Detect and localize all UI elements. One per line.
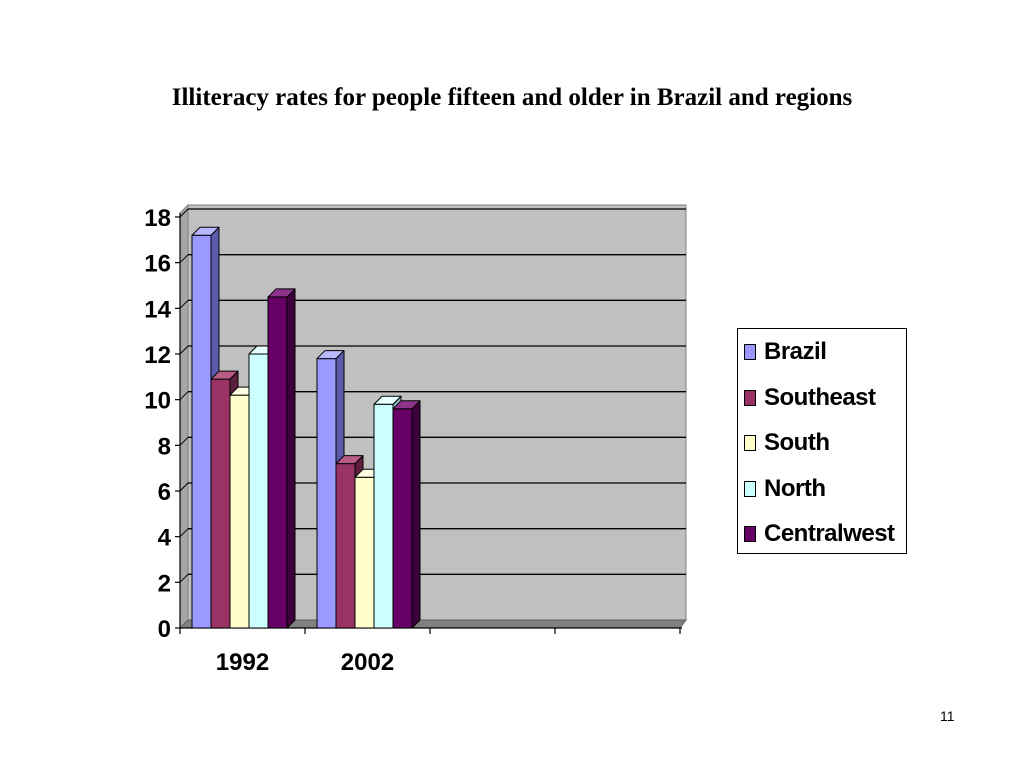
bar-face	[229, 394, 250, 629]
x-tick-label: 2002	[341, 649, 394, 676]
bar-face	[411, 400, 421, 629]
gridline-wall	[179, 436, 189, 446]
bar-face	[316, 350, 345, 360]
slide-title: Illiteracy rates for people fifteen and …	[171, 84, 853, 111]
y-tick-label: 16	[144, 251, 171, 278]
bar-face	[392, 408, 413, 629]
y-tick-label: 10	[144, 388, 171, 415]
bar-face	[248, 353, 269, 629]
legend-item: South	[744, 428, 830, 458]
legend-swatch	[744, 389, 756, 406]
legend-label: Southeast	[764, 383, 876, 411]
y-tick-label: 0	[158, 616, 171, 643]
legend-label: Brazil	[764, 338, 827, 365]
legend-swatch	[744, 480, 756, 497]
y-tick-label: 12	[144, 342, 171, 369]
legend-swatch	[744, 435, 756, 451]
bar-face	[373, 403, 394, 629]
legend-swatch	[744, 526, 756, 542]
legend-item: Brazil	[744, 337, 827, 367]
x-tick-label: 1992	[216, 649, 269, 676]
y-tick-label: 2	[158, 570, 171, 597]
bar-face	[392, 400, 421, 410]
bar-face	[191, 226, 220, 236]
y-tick-label: 18	[144, 205, 171, 232]
legend-swatch	[744, 344, 756, 360]
gridline-wall	[179, 345, 189, 355]
y-tick-label: 14	[144, 296, 171, 323]
bar-face	[267, 296, 288, 629]
gridline-wall	[179, 482, 189, 492]
bar-face	[191, 234, 212, 629]
y-tick-label: 4	[158, 525, 172, 552]
bar-face	[210, 378, 231, 629]
gridline-wall	[179, 573, 189, 583]
bar-face	[210, 370, 239, 380]
gridline-wall	[179, 391, 189, 401]
bar-face	[335, 463, 356, 629]
y-tick-label: 6	[158, 479, 171, 506]
bar	[392, 400, 421, 629]
bar-face	[316, 358, 337, 629]
legend-label: South	[764, 429, 830, 456]
legend-item: North	[744, 474, 826, 504]
bar-face	[373, 395, 402, 405]
legend-label: North	[764, 474, 826, 502]
chart-legend: Brazil Southeast South North Centralwest	[737, 328, 907, 554]
legend-item: Southeast	[744, 383, 876, 413]
plot-side-wall	[179, 203, 189, 630]
legend-item: Centralwest	[744, 519, 895, 549]
bar-face	[354, 476, 375, 629]
gridline-wall	[179, 254, 189, 264]
bar-face	[267, 288, 296, 298]
page-number: 11	[940, 708, 955, 724]
bar-face	[335, 455, 364, 465]
bar-face	[286, 288, 296, 629]
gridline-wall	[179, 528, 189, 538]
legend-label: Centralwest	[764, 520, 895, 547]
gridline-wall	[179, 299, 189, 309]
y-tick-label: 8	[158, 433, 171, 460]
bar	[267, 288, 296, 629]
gridline-wall	[179, 208, 189, 218]
